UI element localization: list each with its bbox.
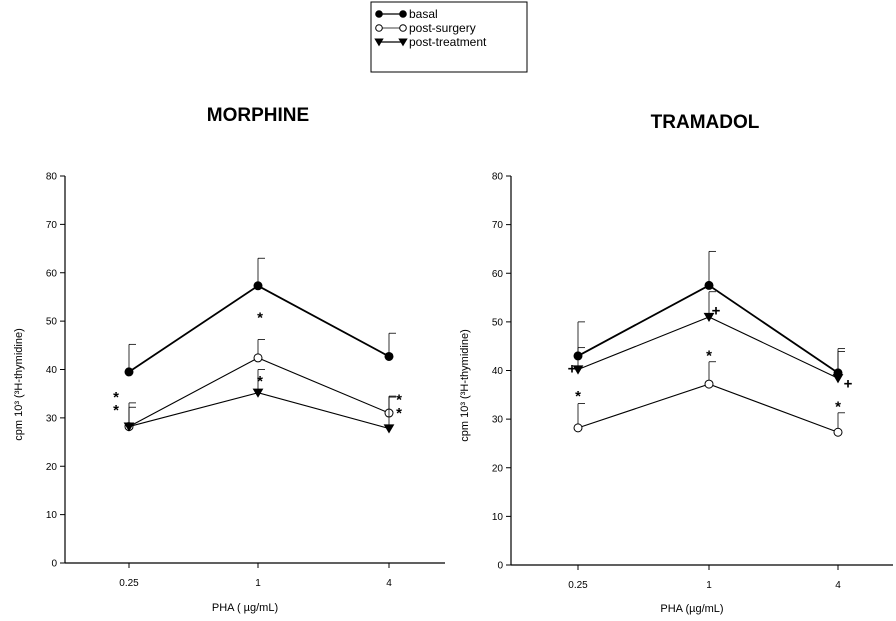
morphine-ytick-label-10: 10 — [46, 510, 58, 521]
tramadol-series-post-treatment-point-2 — [832, 374, 844, 384]
morphine-ytick-label-60: 60 — [46, 268, 58, 279]
tramadol-ytick-label-50: 50 — [492, 317, 504, 328]
morphine-series-post-treatment-point-2 — [383, 424, 395, 434]
morphine-series-basal-point-1 — [253, 281, 263, 291]
legend-basal-label: basal — [409, 7, 438, 21]
legend-basal-marker-end — [399, 10, 407, 18]
morphine-series-post-treatment — [123, 369, 396, 434]
tramadol-annotation-4: + — [844, 376, 853, 393]
morphine-annotation-1: * — [113, 402, 119, 419]
morphine-title: MORPHINE — [207, 105, 309, 126]
morphine-ytick-label-20: 20 — [46, 462, 58, 473]
morphine-annotation-0: * — [113, 389, 119, 406]
morphine-annotation-3: * — [257, 373, 263, 390]
tramadol-series-post-surgery-line — [577, 383, 839, 433]
tramadol-annotation-0: + — [568, 361, 577, 378]
legend-basal: basal — [375, 7, 438, 21]
legend-post-surgery-marker-end — [399, 24, 407, 32]
morphine-ytick-label-50: 50 — [46, 317, 58, 328]
tramadol-ytick-label-60: 60 — [492, 269, 504, 280]
legend-post-surgery-label: post-surgery — [409, 21, 476, 35]
morphine-xtick-label-4: 4 — [386, 578, 392, 589]
morphine-series-basal-point-0 — [124, 367, 134, 377]
morphine-x-axis-label: PHA ( µg/mL) — [212, 602, 278, 614]
tramadol-series-basal — [573, 250, 845, 378]
tramadol-series-post-treatment-point-0 — [572, 365, 584, 375]
morphine-series-post-treatment-point-0 — [123, 422, 135, 432]
tramadol-ytick-label-80: 80 — [492, 172, 504, 183]
tramadol-series-post-treatment-point-1 — [703, 312, 715, 323]
tramadol-xtick-label-4: 4 — [835, 580, 841, 591]
morphine-series-basal — [124, 257, 396, 377]
morphine-ytick-label-0: 0 — [51, 559, 57, 570]
morphine-ytick-label-30: 30 — [46, 413, 58, 424]
tramadol-title: TRAMADOL — [651, 112, 760, 133]
tramadol-series-post-surgery-point-1 — [704, 379, 714, 389]
legend-post-treatment-marker-start — [374, 38, 384, 47]
tramadol-panel: TRAMADOL 0 10 20 30 40 50 60 70 80 0.25 1 4 PHA (µg/m… — [459, 112, 893, 615]
morphine-series-post-treatment-point-1 — [252, 388, 264, 398]
tramadol-ytick-label-0: 0 — [497, 561, 503, 572]
tramadol-annotation-1: * — [575, 388, 581, 405]
morphine-annotation-2: * — [257, 309, 263, 326]
morphine-ytick-label-40: 40 — [46, 365, 58, 376]
morphine-xtick-label-0-25: 0.25 — [119, 578, 139, 589]
tramadol-x-axis-label: PHA (µg/mL) — [660, 603, 723, 615]
morphine-y-axis-label: cpm 10³ (³H-thymidine) — [13, 328, 25, 440]
legend-post-treatment-marker-end — [398, 38, 408, 47]
morphine-annotation-5: * — [396, 405, 402, 422]
morphine-ytick-label-70: 70 — [46, 220, 58, 231]
morphine-series-basal-point-2 — [384, 351, 394, 361]
legend-post-treatment-label: post-treatment — [409, 35, 487, 49]
tramadol-annotation-3: * — [706, 347, 712, 364]
tramadol-annotation-5: * — [835, 399, 841, 416]
tramadol-annotation-2: + — [712, 303, 721, 320]
tramadol-ytick-label-20: 20 — [492, 463, 504, 474]
legend-post-treatment: post-treatment — [374, 35, 487, 49]
tramadol-ytick-label-30: 30 — [492, 415, 504, 426]
morphine-ytick-label-80: 80 — [46, 172, 58, 183]
tramadol-ytick-label-10: 10 — [492, 512, 504, 523]
tramadol-xtick-label-1: 1 — [706, 580, 712, 591]
morphine-series-post-treatment-line — [128, 392, 390, 430]
morphine-series-post-surgery-point-1 — [253, 353, 263, 363]
legend-post-surgery: post-surgery — [375, 21, 476, 35]
tramadol-series-post-treatment — [572, 291, 845, 384]
tramadol-ytick-label-40: 40 — [492, 366, 504, 377]
tramadol-series-post-surgery-point-0 — [573, 423, 583, 433]
morphine-xtick-label-1: 1 — [255, 578, 261, 589]
legend-post-surgery-marker-start — [375, 24, 383, 32]
morphine-annotation-4: * — [396, 392, 402, 409]
tramadol-y-axis-label: cpm 10³ (³H-thymidine) — [459, 329, 471, 441]
tramadol-series-post-surgery — [573, 361, 845, 437]
morphine-panel: MORPHINE 0 10 20 30 40 50 60 70 80 0.25 1 4 PHA ( µg/… — [13, 105, 445, 614]
tramadol-series-post-surgery-point-2 — [833, 427, 843, 437]
tramadol-series-basal-point-1 — [704, 280, 714, 290]
tramadol-ytick-label-70: 70 — [492, 220, 504, 231]
tramadol-xtick-label-0-25: 0.25 — [568, 580, 588, 591]
legend-basal-marker-start — [375, 10, 383, 18]
